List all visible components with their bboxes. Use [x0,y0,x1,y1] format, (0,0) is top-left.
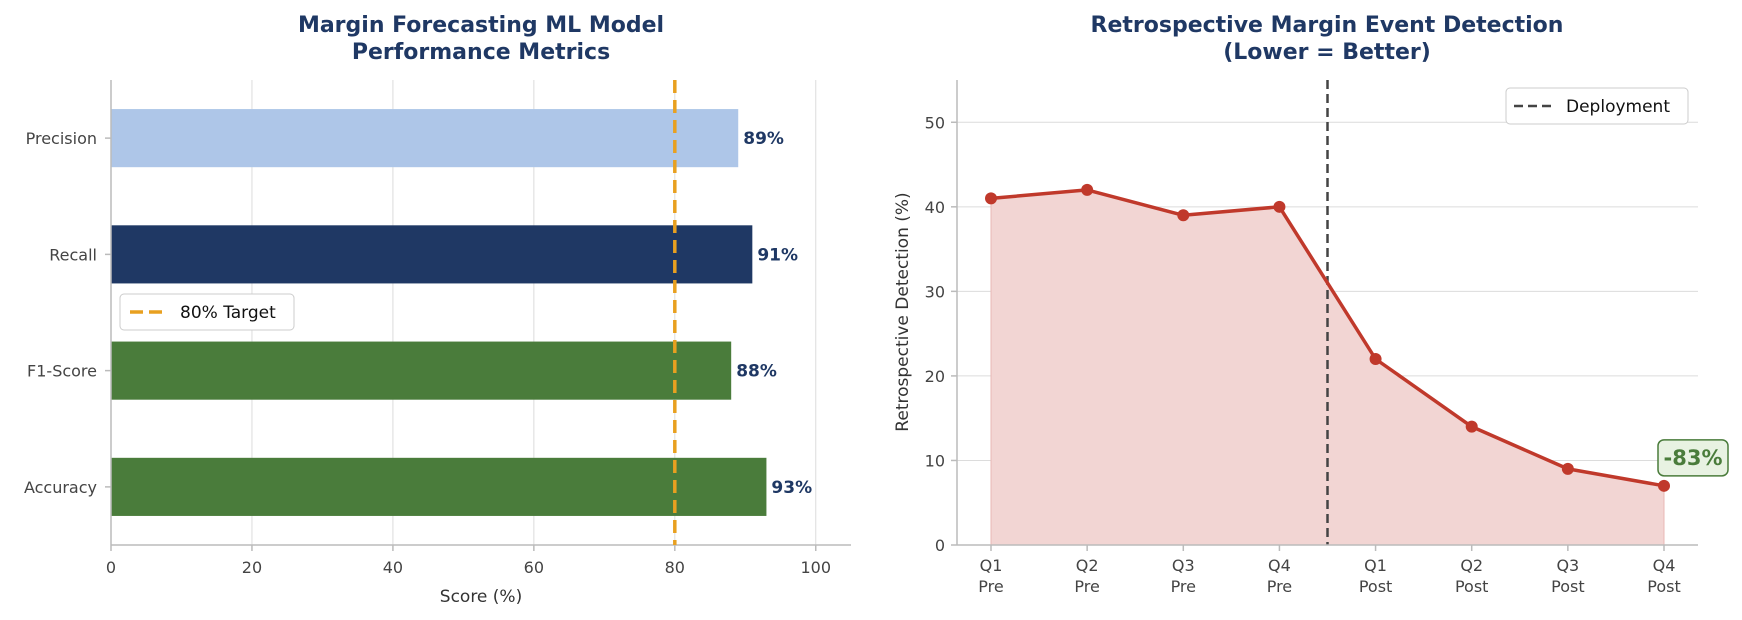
x-tick-label-phase: Pre [1074,577,1099,596]
x-tick-label-quarter: Q3 [1556,556,1579,575]
series-line [990,188,1665,488]
annotation-badge-box [1657,439,1729,477]
legend-box [1505,87,1689,125]
x-tick-label-phase: Post [1551,577,1584,596]
x-axis-label: Score (%) [440,587,522,607]
legend: Deployment [1505,87,1689,125]
x-tick-label: 100 [800,558,831,577]
x-tick-label-phase: Pre [1267,577,1292,596]
bar-value-label: 91% [757,245,798,265]
x-tick-label-quarter: Q4 [1268,556,1291,575]
bar-precision [111,109,739,168]
data-point [1177,209,1190,222]
bar-value-label: 88% [736,362,777,382]
x-tick-label-phase: Post [1455,577,1488,596]
x-tick-label: 60 [524,558,544,577]
chart-title-line: (Lower = Better) [1223,40,1431,65]
y-tick-label: 10 [925,451,945,470]
data-point [1081,183,1094,196]
chart-title-line: Retrospective Margin Event Detection [1091,13,1564,38]
x-tick-label-quarter: Q2 [1076,556,1099,575]
x-tick-label-quarter: Q1 [980,556,1003,575]
x-tick-label: 0 [106,558,116,577]
data-point [1561,462,1574,475]
y-tick-label: Accuracy [24,478,97,497]
y-tick-label: 30 [925,282,945,301]
data-point [1273,200,1286,213]
legend-box [119,293,295,331]
annotation-badge-label: -83% [1664,446,1723,470]
bar-f1-score [111,341,732,400]
y-tick-label: Precision [26,129,97,148]
x-tick-label-phase: Pre [1171,577,1196,596]
x-tick-label-quarter: Q1 [1364,556,1387,575]
bar-value-label: 89% [743,129,784,149]
x-tick-label-phase: Post [1359,577,1392,596]
y-tick-label: Recall [49,245,97,264]
y-tick-label: F1-Score [27,362,97,381]
y-tick-label: 20 [925,367,945,386]
y-axis-label: Retrospective Detection (%) [893,192,913,431]
data-point [1465,420,1478,433]
x-tick-label: 80 [665,558,685,577]
y-tick-label: 40 [925,198,945,217]
x-tick-label-phase: Post [1647,577,1680,596]
bar-recall [111,225,753,284]
x-tick-label: 40 [383,558,403,577]
x-tick-label-quarter: Q4 [1653,556,1676,575]
y-tick-label: 0 [935,536,945,555]
bar-value-label: 93% [771,478,812,498]
data-point [1658,479,1670,492]
legend-label: 80% Target [180,303,276,323]
x-tick-label-phase: Pre [978,577,1003,596]
y-tick-label: 50 [925,113,945,132]
x-tick-label: 20 [242,558,262,577]
chart-title-line: Performance Metrics [352,40,610,65]
area-chart-panel: Retrospective Margin Event Detection(Low… [893,13,1729,596]
data-point [985,192,997,205]
data-point [1369,353,1382,365]
x-tick-label-quarter: Q2 [1460,556,1483,575]
legend: 80% Target [119,293,295,331]
chart-title-line: Margin Forecasting ML Model [298,13,664,38]
x-tick-label-quarter: Q3 [1172,556,1195,575]
legend-label: Deployment [1566,97,1670,117]
bar-accuracy [111,457,767,516]
